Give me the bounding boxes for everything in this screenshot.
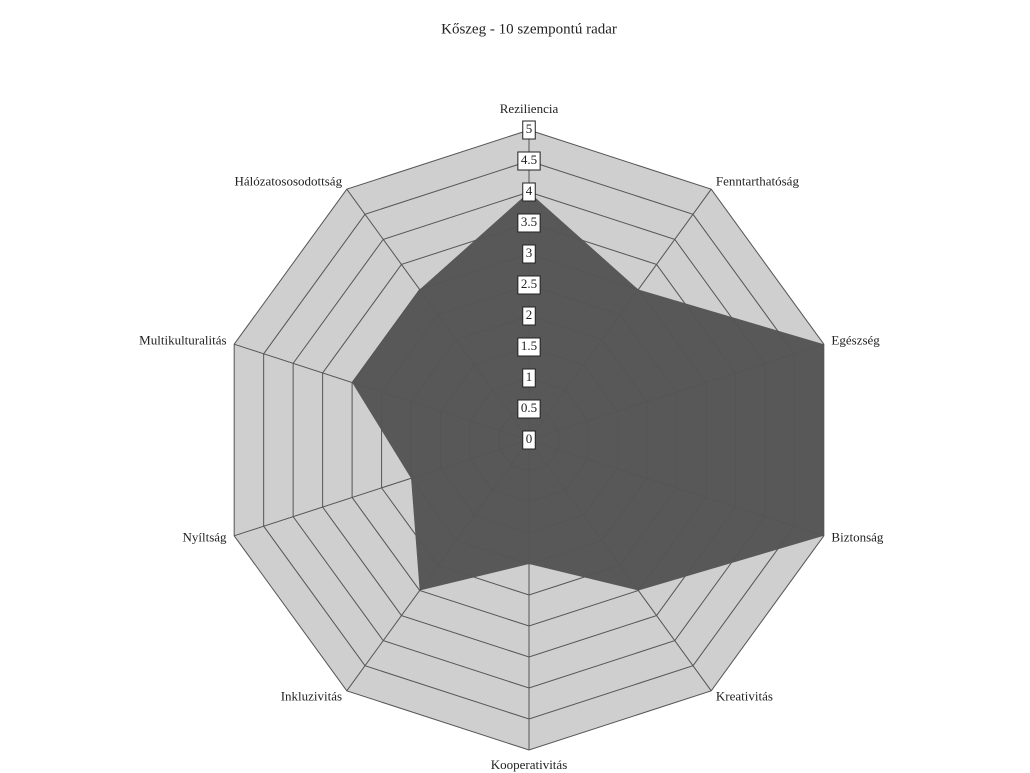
tick-label-box (517, 399, 541, 419)
tick-label-box (522, 182, 536, 202)
tick-label: 0 (526, 431, 533, 446)
tick-label-box (517, 213, 541, 233)
category-label: Inkluzivitás (281, 688, 342, 703)
tick-label-box (517, 275, 541, 295)
tick-label: 2.5 (521, 276, 537, 291)
axis-spoke (234, 343, 530, 441)
axis-spoke (528, 439, 824, 537)
tick-label-box (522, 306, 536, 326)
category-label: Reziliencia (500, 101, 559, 116)
category-label: Biztonság (831, 529, 883, 544)
category-label: Egészség (831, 333, 880, 348)
tick-label-box (517, 337, 541, 357)
tick-label-box (522, 368, 536, 388)
axis-spoke (234, 439, 530, 537)
axis-spoke (528, 439, 712, 692)
tick-label-box (522, 430, 536, 450)
axis-spoke (346, 188, 530, 441)
tick-label: 1.5 (521, 338, 537, 353)
axis-spoke (528, 188, 712, 441)
tick-label: 1 (526, 369, 533, 384)
tick-label: 4.5 (521, 152, 537, 167)
tick-label-box (522, 244, 536, 264)
tick-label: 0.5 (521, 400, 537, 415)
tick-label-box (517, 151, 541, 171)
category-label: Fenntarthatóság (716, 174, 800, 189)
tick-label: 3.5 (521, 214, 537, 229)
axis-spoke (528, 343, 824, 441)
chart-title: Kőszeg - 10 szempontú radar (441, 21, 617, 37)
tick-label: 4 (526, 183, 533, 198)
category-label: Kreativitás (716, 688, 773, 703)
tick-label: 2 (526, 307, 533, 322)
tick-label: 5 (526, 121, 533, 136)
category-label: Kooperativitás (491, 757, 568, 772)
category-label: Hálózatososodottság (234, 174, 342, 189)
tick-label-box (522, 120, 536, 140)
category-label: Multikulturalitás (139, 333, 226, 348)
tick-label: 3 (526, 245, 533, 260)
axis-spoke (346, 439, 530, 692)
category-label: Nyíltság (183, 529, 228, 544)
